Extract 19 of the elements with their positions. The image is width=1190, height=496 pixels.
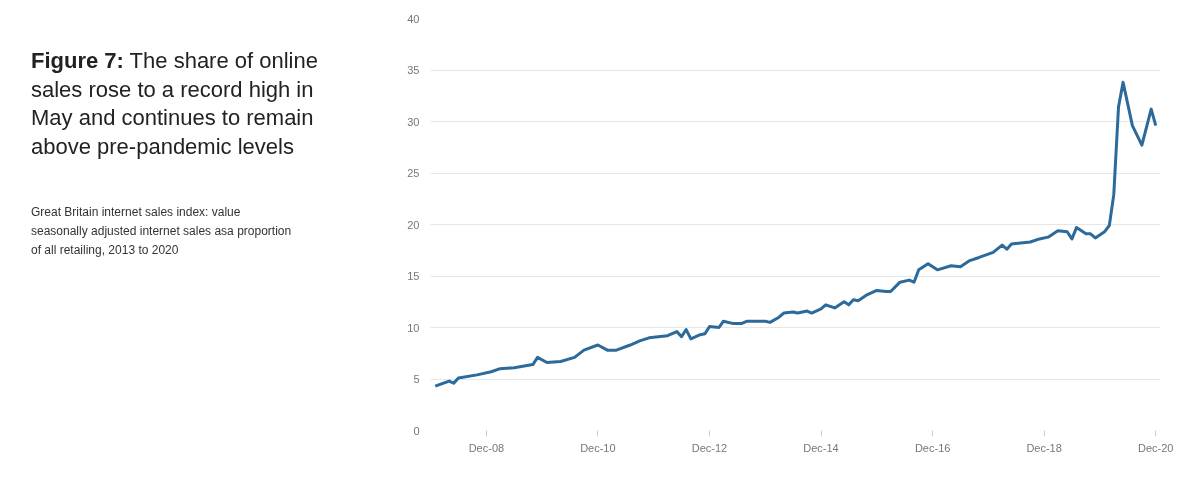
text: Figure 7: The share of online sales rose to a record high in May and continues to remain above pre-pandemic levels [31, 47, 319, 161]
y-tick-label: 30 [407, 115, 420, 128]
y-tick-label: 5 [413, 373, 420, 385]
line-series [433, 80, 1158, 388]
y-tick-label: 25 [407, 167, 420, 179]
text: Great Britain internet sales index: value seasonally adjusted internet sales asa proportion of all retailing, 2013 to 2020 [31, 204, 293, 259]
x-tick-label: Dec-14 [803, 441, 839, 454]
y-tick-label: 10 [407, 321, 420, 334]
y-tick-label: 15 [407, 270, 420, 282]
y-tick-label: 40 [407, 12, 420, 25]
x-tick-label: Dec-10 [580, 441, 616, 454]
x-tick-label: Dec-18 [1026, 441, 1062, 454]
x-tick-label: Dec-08 [468, 441, 505, 454]
y-tick-label: 0 [413, 424, 420, 437]
y-tick-label: 20 [407, 218, 420, 231]
y-tick-label: 35 [407, 64, 420, 76]
x-tick-label: Dec-12 [691, 441, 728, 454]
x-tick-label: Dec-16 [914, 441, 951, 454]
x-tick-label: Dec-20 [1138, 441, 1174, 454]
